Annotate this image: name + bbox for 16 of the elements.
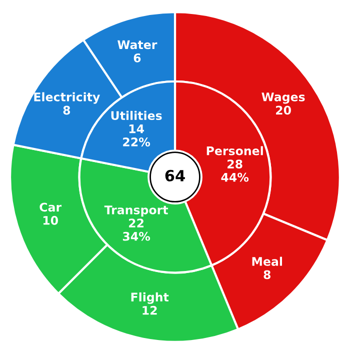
data-label: 12 <box>142 306 157 315</box>
data-label: 8 <box>63 106 70 115</box>
data-label: Transport 22 34% <box>104 206 168 241</box>
text: 64 <box>165 170 185 182</box>
slice-label: Meal <box>252 256 282 266</box>
data-label: 8 <box>264 270 270 280</box>
data-label: 6 <box>134 53 141 62</box>
slice-label: Wages <box>262 92 305 104</box>
slice-label: Electricity <box>34 92 100 104</box>
slice-label: Water <box>118 40 158 50</box>
data-label: 20 <box>276 106 291 115</box>
data-label: Utilities 14 22% <box>111 110 162 146</box>
data-label: 10 <box>43 216 58 225</box>
data-label: Personel 28 44% <box>206 146 263 182</box>
slice-label: Flight <box>131 292 169 304</box>
slice-label: Car <box>40 202 62 212</box>
